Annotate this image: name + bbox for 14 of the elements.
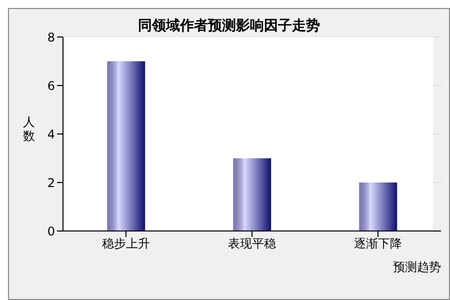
y-axis-title: 人数 xyxy=(23,115,35,143)
y-tick-label: 0 xyxy=(47,224,55,238)
y-tick-label: 4 xyxy=(47,127,55,142)
x-axis-title: 预测趋势 xyxy=(393,260,441,274)
x-tick-label: 逐渐下降 xyxy=(354,236,402,251)
y-tick-label: 8 xyxy=(47,30,55,44)
chart-title: 同领域作者预测影响因子走势 xyxy=(138,18,320,34)
bar xyxy=(359,182,398,231)
bar xyxy=(233,158,272,231)
bar xyxy=(107,61,146,231)
x-tick-label: 稳步上升 xyxy=(102,236,150,251)
y-tick-label: 6 xyxy=(47,78,55,93)
y-tick-label: 2 xyxy=(47,176,55,190)
x-tick-label: 表现平稳 xyxy=(228,236,276,251)
